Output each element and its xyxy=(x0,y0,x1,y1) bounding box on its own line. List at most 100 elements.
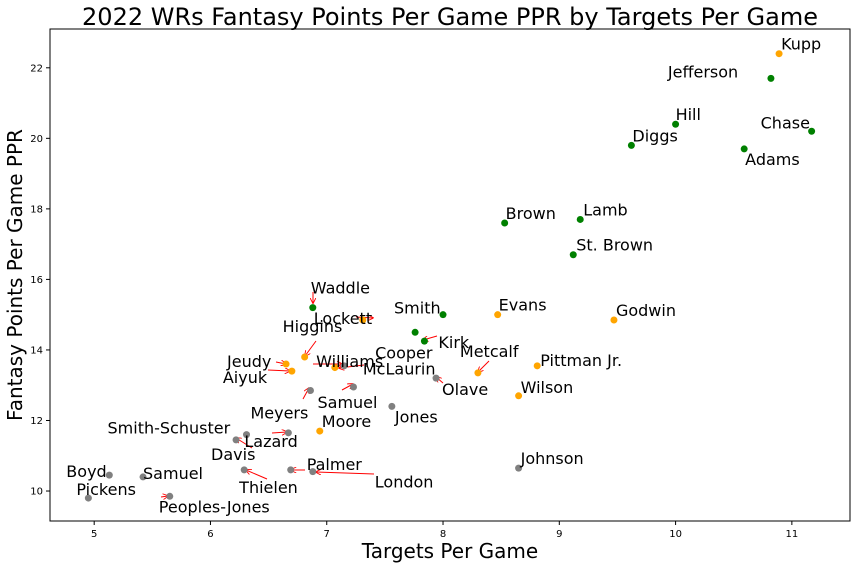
data-point xyxy=(243,431,251,439)
annotation-arrow xyxy=(271,432,287,433)
point-label: Samuel xyxy=(317,393,377,412)
point-label: Johnson xyxy=(520,449,584,468)
x-tick-label: 6 xyxy=(207,529,213,540)
data-point xyxy=(240,466,248,474)
point-label: Kupp xyxy=(781,35,821,54)
point-label: Waddle xyxy=(311,279,370,298)
point-label: Evans xyxy=(499,296,547,315)
data-point xyxy=(282,360,290,368)
point-label: Boyd xyxy=(66,462,106,481)
data-point xyxy=(287,466,295,474)
y-tick-label: 12 xyxy=(30,416,43,427)
x-axis-label: Targets Per Game xyxy=(361,539,538,563)
point-label: Lockett xyxy=(314,309,372,328)
data-point xyxy=(569,251,577,259)
data-point xyxy=(432,374,440,382)
data-point xyxy=(501,219,509,227)
point-label: Jones xyxy=(394,407,438,426)
point-label: Chase xyxy=(761,113,810,132)
point-label: Samuel xyxy=(143,464,203,483)
point-label: Brown xyxy=(506,204,556,223)
chart-title: 2022 WRs Fantasy Points Per Game PPR by … xyxy=(82,3,818,31)
x-tick-label: 5 xyxy=(91,529,97,540)
data-point xyxy=(411,328,419,336)
data-point xyxy=(439,311,447,319)
point-label: Peoples-Jones xyxy=(159,497,270,516)
point-label: Metcalf xyxy=(460,342,519,361)
point-label: Lamb xyxy=(583,200,627,219)
x-tick-label: 9 xyxy=(556,529,562,540)
data-point xyxy=(515,464,523,472)
point-label: Godwin xyxy=(616,301,676,320)
point-label: Davis xyxy=(211,445,255,464)
y-tick-label: 10 xyxy=(30,487,43,498)
data-point xyxy=(775,50,783,58)
data-point xyxy=(388,402,396,410)
point-label: Pickens xyxy=(76,480,136,499)
data-point xyxy=(474,369,482,377)
data-point xyxy=(672,120,680,128)
data-point xyxy=(767,74,775,82)
data-point xyxy=(349,383,357,391)
data-point xyxy=(284,429,292,437)
point-label: Cooper xyxy=(375,343,433,362)
point-label: Palmer xyxy=(307,455,363,474)
point-label: Williams xyxy=(316,352,383,371)
y-tick-label: 16 xyxy=(30,275,43,286)
point-labels: Kupp Jefferson Hill Chase Diggs Adams Brown Lam… xyxy=(66,35,821,517)
data-point xyxy=(576,215,584,223)
point-label: Meyers xyxy=(250,404,308,423)
point-label: Lazard xyxy=(244,432,297,451)
annotation-arrow xyxy=(246,470,268,480)
point-label: Pittman Jr. xyxy=(540,351,622,370)
data-point xyxy=(359,316,367,324)
x-axis: 5 6 7 8 9 10 11 xyxy=(91,521,798,540)
data-point xyxy=(139,473,147,481)
point-label: Thielen xyxy=(238,478,298,497)
data-point xyxy=(533,362,541,370)
x-tick-label: 11 xyxy=(785,529,798,540)
point-label: Moore xyxy=(322,412,371,431)
point-label: Jefferson xyxy=(667,62,738,81)
point-label: London xyxy=(375,473,434,492)
y-tick-label: 18 xyxy=(30,204,43,215)
data-point xyxy=(306,387,314,395)
point-label: McLaurin xyxy=(363,360,436,379)
data-point xyxy=(288,367,296,375)
point-label: Kirk xyxy=(438,333,470,352)
point-label: St. Brown xyxy=(576,236,653,255)
data-points xyxy=(84,50,816,502)
data-point xyxy=(232,436,240,444)
point-label: Wilson xyxy=(521,378,574,397)
x-tick-label: 8 xyxy=(440,529,446,540)
point-label: Jeudy xyxy=(226,352,271,371)
y-axis: 10 12 14 16 18 20 22 xyxy=(30,63,50,498)
point-label: Smith-Schuster xyxy=(108,419,231,438)
data-point xyxy=(105,471,113,479)
point-label: Hill xyxy=(676,105,701,124)
point-label: Diggs xyxy=(632,126,677,145)
data-point xyxy=(420,337,428,345)
point-label: Smith xyxy=(394,299,441,318)
annotation-arrow xyxy=(305,340,317,356)
data-point xyxy=(166,492,174,500)
data-point xyxy=(515,392,523,400)
data-point xyxy=(808,127,816,135)
point-label: Higgins xyxy=(283,317,343,336)
y-axis-label: Fantasy Points Per Game PPR xyxy=(3,129,27,421)
data-point xyxy=(301,353,309,361)
y-tick-label: 14 xyxy=(30,345,43,356)
data-point xyxy=(84,494,92,502)
annotation-arrow xyxy=(316,472,375,474)
data-point xyxy=(331,364,339,372)
y-tick-label: 20 xyxy=(30,134,43,145)
data-point xyxy=(316,427,324,435)
data-point xyxy=(494,311,502,319)
x-tick-label: 7 xyxy=(324,529,330,540)
data-point xyxy=(610,316,618,324)
point-label: Aiyuk xyxy=(223,368,268,387)
data-point xyxy=(740,145,748,153)
point-label: Olave xyxy=(442,380,488,399)
data-point xyxy=(340,362,348,370)
